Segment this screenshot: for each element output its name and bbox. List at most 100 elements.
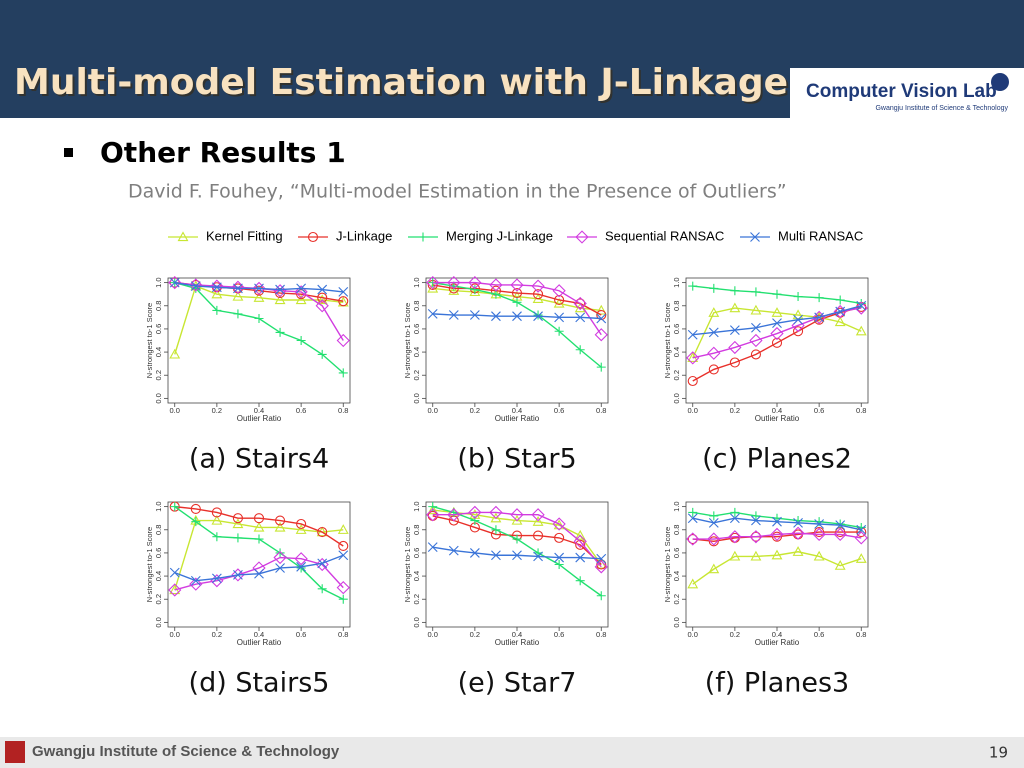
y-tick-label: 0.8 <box>412 525 421 535</box>
marker <box>510 278 524 292</box>
x-tick-label: 0.0 <box>688 406 698 415</box>
marker <box>814 527 825 538</box>
marker <box>708 563 720 574</box>
marker <box>792 546 804 556</box>
marker <box>427 308 438 319</box>
marker <box>554 560 564 569</box>
chart-caption: (c) Planes2 <box>702 444 852 475</box>
marker <box>596 362 606 372</box>
marker <box>750 349 761 360</box>
marker <box>447 276 461 290</box>
y-tick-label: 0.4 <box>154 347 163 357</box>
x-tick-label: 0.6 <box>814 630 824 639</box>
marker <box>554 312 565 323</box>
chart-caption: (a) Stairs4 <box>189 444 329 475</box>
marker <box>792 309 804 320</box>
marker <box>751 515 761 526</box>
y-tick-label: 0.2 <box>154 594 163 604</box>
y-tick-label: 0.2 <box>412 594 421 604</box>
x-tick-label: 0.8 <box>596 630 606 639</box>
marker <box>729 513 740 524</box>
marker <box>553 297 565 308</box>
bullet-mark <box>64 148 73 157</box>
marker <box>708 327 719 338</box>
y-axis-label: N-strongest to-1 Score <box>663 303 672 378</box>
marker <box>177 231 189 242</box>
marker <box>338 296 349 307</box>
marker <box>573 296 587 311</box>
marker <box>834 316 846 327</box>
x-axis-label: Outlier Ratio <box>237 414 282 423</box>
marker <box>833 304 847 319</box>
y-tick-label: 1.0 <box>672 277 681 287</box>
marker <box>554 326 564 336</box>
marker <box>594 560 608 574</box>
y-axis-label: N-strongest to-1 Score <box>663 527 672 602</box>
marker <box>211 288 223 299</box>
marker <box>793 517 803 528</box>
marker <box>418 232 428 242</box>
marker <box>708 517 719 528</box>
marker <box>232 290 244 301</box>
marker <box>233 570 243 580</box>
marker <box>296 518 307 530</box>
marker <box>317 584 327 594</box>
x-tick-label: 0.0 <box>428 630 438 639</box>
marker <box>729 550 741 561</box>
legend-label: J-Linkage <box>336 228 392 243</box>
marker <box>338 287 349 297</box>
x-tick-label: 0.2 <box>730 630 740 639</box>
marker <box>855 325 867 336</box>
marker <box>275 327 285 337</box>
y-tick-label: 0.6 <box>154 324 163 334</box>
x-axis-label: Outlier Ratio <box>755 414 800 423</box>
marker <box>856 524 867 535</box>
marker <box>793 292 803 302</box>
marker <box>772 516 782 527</box>
page-number: 19 <box>989 744 1008 762</box>
marker <box>338 594 348 604</box>
marker <box>337 524 349 534</box>
marker <box>190 575 201 586</box>
x-tick-label: 0.8 <box>596 406 606 415</box>
marker <box>233 533 243 543</box>
marker <box>274 294 286 305</box>
marker <box>833 527 847 542</box>
x-tick-label: 0.2 <box>470 630 480 639</box>
marker <box>749 530 763 544</box>
y-tick-label: 0.0 <box>412 617 421 627</box>
y-tick-label: 0.6 <box>412 324 421 334</box>
marker <box>231 280 245 294</box>
slide-title: Multi-model Estimation with J-Linkage <box>14 62 788 103</box>
marker <box>707 346 721 360</box>
x-tick-label: 0.2 <box>212 406 222 415</box>
marker <box>275 515 286 526</box>
marker <box>686 532 700 546</box>
marker <box>336 581 350 595</box>
marker <box>169 567 180 578</box>
marker <box>531 279 545 293</box>
marker <box>793 326 804 337</box>
marker <box>253 285 265 296</box>
marker <box>688 281 698 291</box>
y-tick-label: 1.0 <box>412 277 421 287</box>
marker <box>232 518 244 529</box>
marker <box>338 540 349 552</box>
marker <box>317 527 328 538</box>
marker <box>426 276 440 290</box>
marker <box>687 513 698 524</box>
marker <box>316 294 328 305</box>
marker <box>317 349 327 359</box>
marker <box>491 311 501 322</box>
x-tick-label: 0.2 <box>470 406 480 415</box>
footer-logo <box>5 741 25 763</box>
chart-caption: (b) Star5 <box>457 444 576 475</box>
marker <box>596 559 607 570</box>
y-axis-label: N-strongest to-1 Score <box>145 303 154 378</box>
marker <box>749 333 763 348</box>
marker <box>575 298 586 309</box>
marker <box>750 304 762 315</box>
marker <box>814 519 825 529</box>
marker <box>575 576 585 586</box>
marker <box>189 278 203 292</box>
